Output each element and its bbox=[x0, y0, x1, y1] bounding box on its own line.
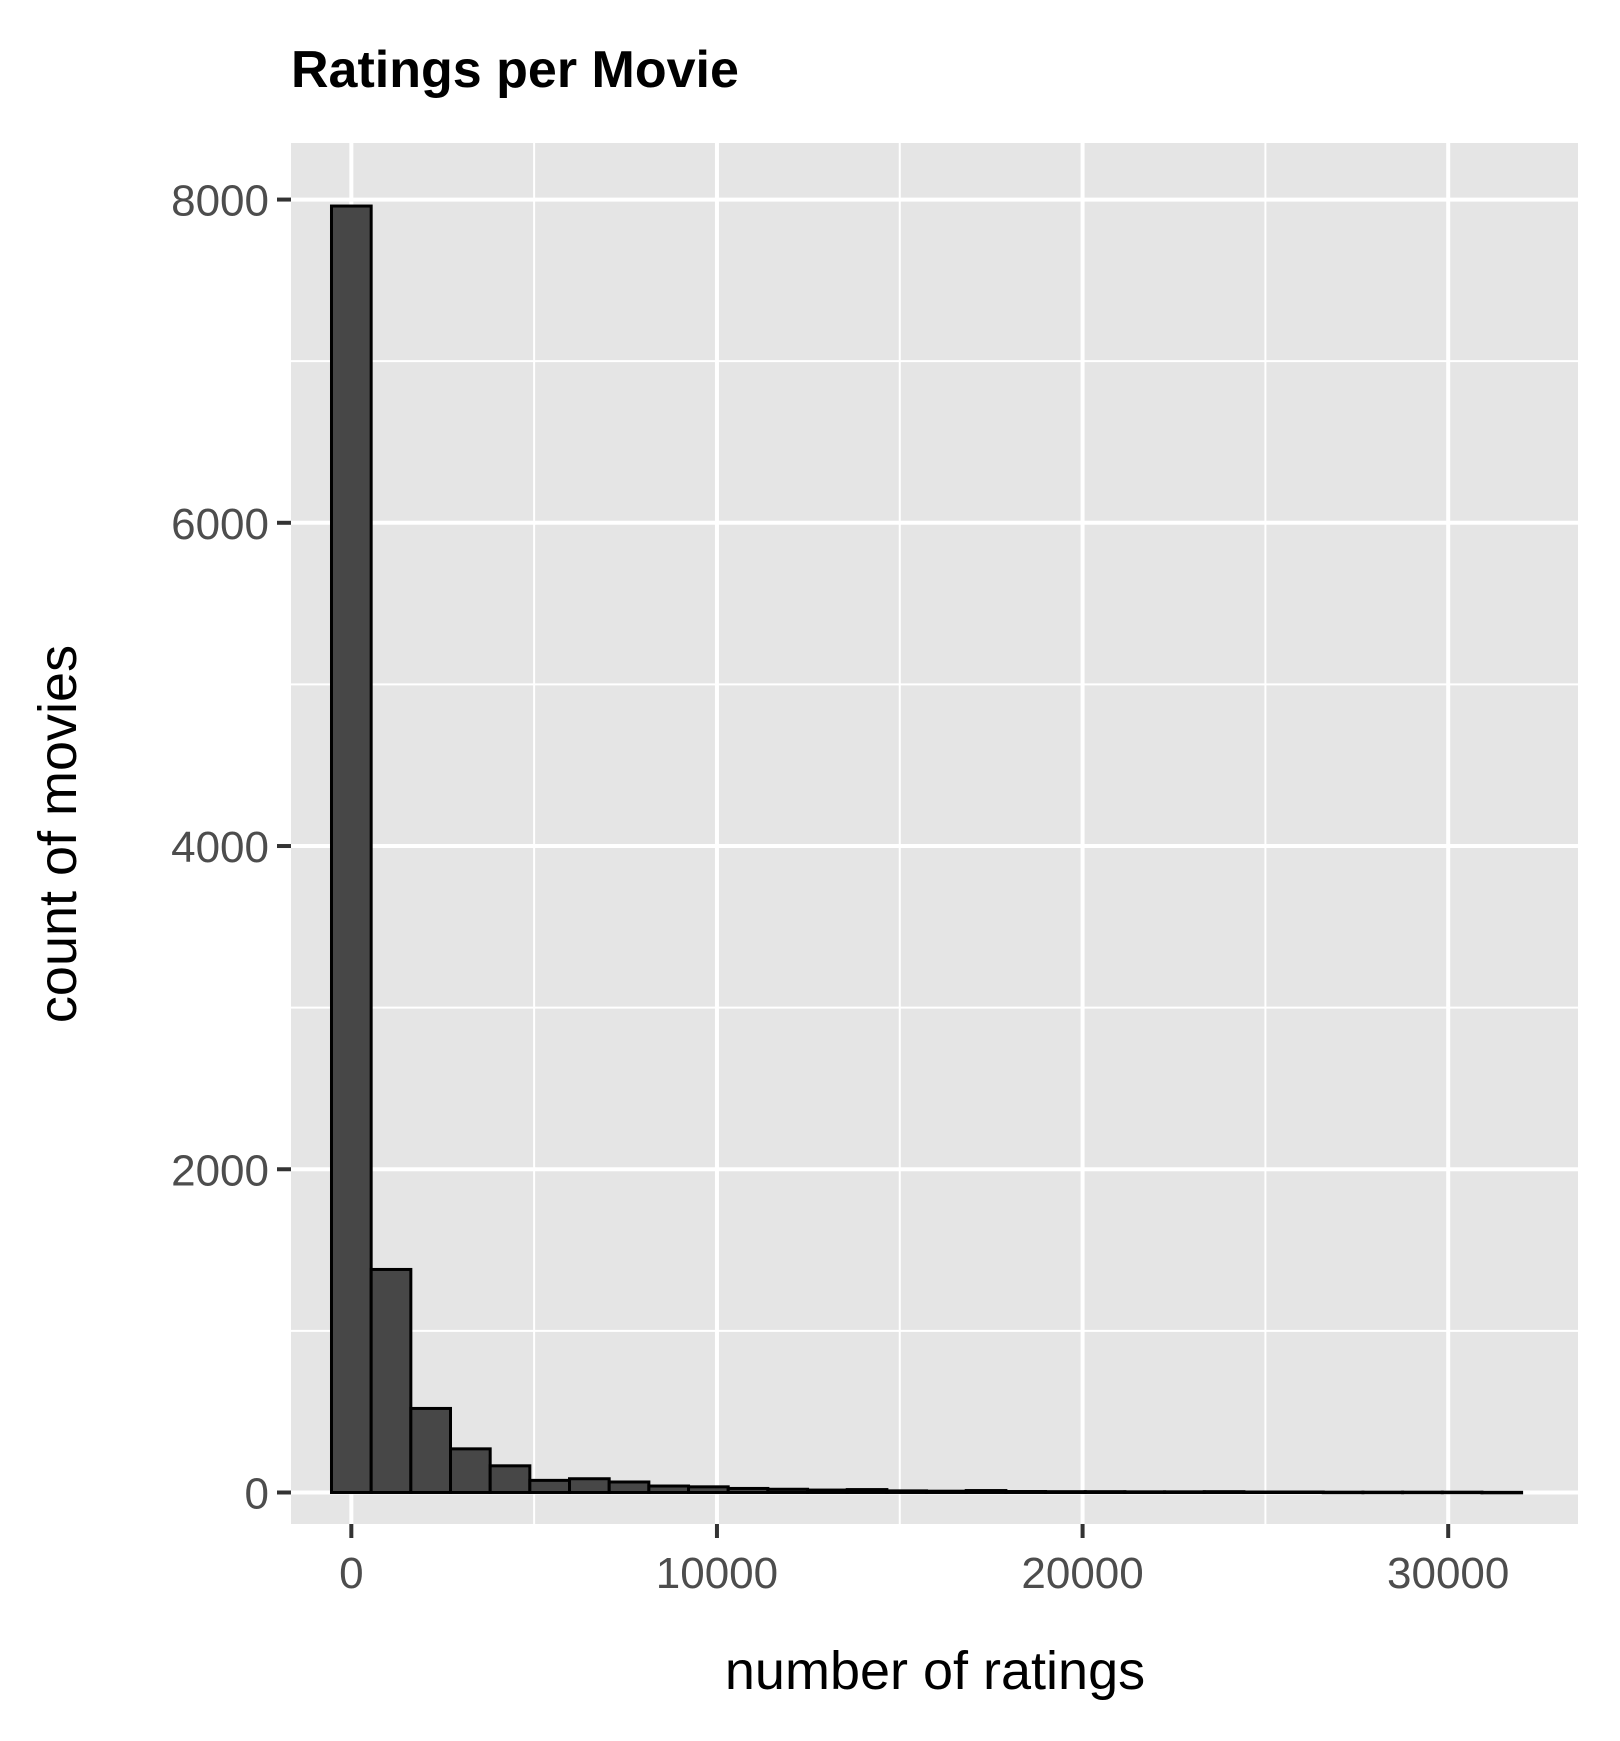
x-axis-label: number of ratings bbox=[725, 1641, 1145, 1701]
x-tick-label: 30000 bbox=[1387, 1549, 1509, 1598]
histogram-bar bbox=[1440, 1490, 1484, 1495]
x-tick-label: 10000 bbox=[656, 1549, 778, 1598]
y-tick-label: 6000 bbox=[171, 500, 269, 549]
histogram-bar bbox=[1202, 1490, 1246, 1494]
histogram-bar bbox=[1242, 1490, 1286, 1495]
plot-panel bbox=[291, 143, 1578, 1524]
histogram-bar bbox=[1321, 1490, 1365, 1495]
histogram-bar bbox=[568, 1477, 611, 1494]
histogram-bar bbox=[885, 1489, 929, 1494]
x-tick-label: 0 bbox=[339, 1549, 363, 1598]
minor-gridlines bbox=[291, 143, 1578, 1524]
histogram-bar bbox=[845, 1488, 889, 1494]
histogram-bar bbox=[1123, 1490, 1167, 1494]
y-axis: 0 2000 4000 6000 8000 bbox=[171, 177, 291, 1518]
x-tick-label: 20000 bbox=[1021, 1549, 1143, 1598]
histogram-bar bbox=[1004, 1490, 1048, 1494]
histogram-bars bbox=[329, 204, 1524, 1495]
histogram-bar bbox=[1480, 1490, 1524, 1495]
histogram-bar bbox=[766, 1487, 810, 1494]
histogram-bar bbox=[726, 1486, 770, 1494]
histogram-bar bbox=[329, 204, 373, 1494]
x-axis: 0 10000 20000 30000 bbox=[339, 1524, 1509, 1598]
y-tick-label: 4000 bbox=[171, 823, 269, 872]
histogram-bar bbox=[369, 1267, 413, 1494]
histogram-bar bbox=[964, 1489, 1008, 1494]
histogram-bar bbox=[449, 1447, 492, 1494]
histogram-bar bbox=[528, 1478, 572, 1494]
histogram-bar bbox=[1163, 1490, 1206, 1494]
histogram-bar bbox=[1361, 1490, 1405, 1495]
histogram-bar bbox=[488, 1464, 532, 1494]
histogram-bar bbox=[806, 1488, 849, 1494]
histogram-bar bbox=[687, 1485, 730, 1494]
chart-title: Ratings per Movie bbox=[291, 41, 739, 99]
histogram-bar bbox=[1044, 1490, 1087, 1494]
histogram-bar bbox=[1282, 1490, 1325, 1495]
histogram-bar bbox=[647, 1484, 691, 1494]
y-tick-label: 2000 bbox=[171, 1146, 269, 1195]
histogram-bar bbox=[925, 1489, 968, 1494]
y-axis-label: count of movies bbox=[28, 645, 88, 1023]
histogram-bar bbox=[409, 1406, 453, 1494]
histogram-bar bbox=[607, 1480, 651, 1494]
histogram-bar bbox=[1401, 1490, 1444, 1495]
y-tick-label: 0 bbox=[245, 1469, 269, 1518]
histogram-bar bbox=[1083, 1490, 1127, 1494]
y-tick-label: 8000 bbox=[171, 177, 269, 226]
